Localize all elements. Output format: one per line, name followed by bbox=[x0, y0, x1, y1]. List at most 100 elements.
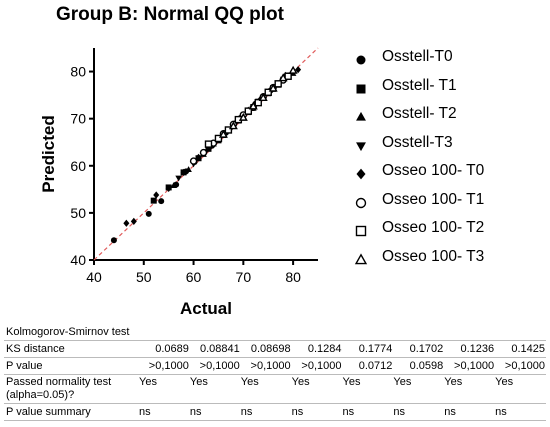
x-tick-label: 60 bbox=[186, 269, 202, 285]
ks-cell: ns bbox=[189, 406, 202, 418]
ks-cell: 0.1774 bbox=[358, 343, 393, 355]
y-axis-label: Predicted bbox=[39, 115, 58, 192]
data-point bbox=[199, 148, 208, 157]
ks-cell: 0.1702 bbox=[409, 343, 444, 355]
ks-cell: ns bbox=[342, 406, 355, 418]
data-point bbox=[110, 237, 117, 244]
ks-cell: >0,1000 bbox=[250, 360, 291, 372]
ks-cell: 0.08698 bbox=[250, 343, 291, 355]
data-point bbox=[205, 145, 212, 152]
legend-label: Osseo 100- T3 bbox=[382, 247, 485, 265]
y-tick-label: 80 bbox=[70, 64, 86, 80]
legend-label: Osseo 100- T2 bbox=[382, 219, 485, 236]
data-point bbox=[264, 88, 272, 96]
data-point bbox=[274, 80, 282, 88]
legend-label: Osseo 100- T0 bbox=[382, 162, 485, 179]
y-tick-label: 50 bbox=[70, 205, 86, 221]
x-tick-label: 40 bbox=[86, 269, 102, 285]
legend-marker bbox=[356, 168, 366, 180]
ks-row: Passed normality test (alpha=0.05)? Yes Ye… bbox=[4, 375, 546, 404]
ks-cell: ns bbox=[240, 406, 253, 418]
ks-cell: 0.0712 bbox=[358, 360, 393, 372]
legend-marker bbox=[356, 84, 366, 93]
legend-item: Osstell- T1 bbox=[352, 77, 542, 101]
ks-cell: >0,1000 bbox=[504, 360, 545, 372]
legend-item: Osstell-T0 bbox=[352, 48, 542, 72]
data-point bbox=[228, 121, 238, 130]
data-point bbox=[268, 83, 278, 92]
legend-label: Osstell-T0 bbox=[382, 48, 453, 65]
y-tick-label: 70 bbox=[70, 111, 86, 127]
ks-cell: Yes bbox=[139, 376, 157, 388]
x-tick-label: 70 bbox=[236, 269, 252, 285]
data-point bbox=[288, 65, 298, 74]
ks-cell: 0.0598 bbox=[409, 360, 444, 372]
legend-item: Osseo 100- T3 bbox=[352, 248, 542, 272]
ks-test-table: Kolmogorov-Smirnov test KS distance 0.068… bbox=[4, 324, 546, 421]
legend-item: Osstell- T2 bbox=[352, 105, 542, 129]
ks-cell: 0.1425 bbox=[511, 343, 545, 355]
x-axis-label: Actual bbox=[180, 299, 232, 318]
legend-marker-shape bbox=[356, 55, 366, 65]
y-tick-label: 60 bbox=[70, 158, 86, 174]
ks-row-label: P value summary bbox=[6, 406, 91, 418]
ks-cell: Yes bbox=[240, 376, 259, 388]
data-point bbox=[189, 157, 198, 165]
data-point bbox=[224, 126, 233, 134]
legend-marker-shape bbox=[355, 225, 367, 237]
legend-marker bbox=[355, 197, 367, 208]
ks-cell: >0,1000 bbox=[301, 360, 342, 372]
data-point bbox=[248, 101, 258, 110]
x-tick-label: 80 bbox=[285, 269, 301, 285]
legend-marker-shape bbox=[354, 252, 368, 264]
data-point bbox=[244, 107, 253, 115]
data-point bbox=[254, 98, 262, 107]
data-point bbox=[278, 73, 288, 82]
ks-cell: ns bbox=[139, 406, 151, 418]
legend-marker bbox=[356, 141, 366, 151]
legend-marker-shape bbox=[356, 111, 366, 121]
ks-row: P value summary ns ns ns ns ns ns ns ns bbox=[4, 404, 546, 421]
data-point bbox=[130, 217, 137, 225]
legend-label: Osseo 100- T1 bbox=[382, 190, 485, 208]
legend-marker bbox=[354, 252, 368, 264]
legend-label: Osstell-T3 bbox=[382, 133, 453, 151]
ks-row-label: Passed normality test (alpha=0.05)? bbox=[6, 376, 112, 401]
data-point bbox=[258, 93, 268, 102]
data-point bbox=[158, 198, 165, 205]
data-point bbox=[150, 197, 157, 204]
ks-row-label: KS distance bbox=[6, 343, 65, 355]
ks-test-title: Kolmogorov-Smirnov test bbox=[4, 324, 546, 341]
data-point bbox=[123, 219, 130, 227]
series-7 bbox=[218, 65, 298, 138]
data-point bbox=[238, 112, 248, 121]
data-point bbox=[195, 153, 202, 161]
legend-marker-shape bbox=[356, 168, 366, 180]
data-point bbox=[165, 184, 172, 192]
legend-item: Osstell-T3 bbox=[352, 134, 542, 158]
data-point bbox=[145, 210, 152, 217]
data-point bbox=[218, 129, 228, 138]
data-point bbox=[170, 182, 177, 188]
data-point bbox=[284, 72, 292, 80]
data-point bbox=[204, 140, 213, 148]
ks-cell: 0.0689 bbox=[155, 343, 189, 355]
ks-cell: >0,1000 bbox=[148, 360, 189, 372]
legend-marker-shape bbox=[356, 84, 366, 93]
data-point bbox=[295, 66, 302, 74]
ks-cell: 0.1284 bbox=[307, 343, 342, 355]
ks-cell: 0.08841 bbox=[199, 343, 240, 355]
legend-marker bbox=[356, 55, 366, 65]
legend-label: Osstell- T2 bbox=[382, 105, 457, 122]
y-tick-label: 40 bbox=[70, 252, 86, 268]
ks-cell: ns bbox=[393, 406, 405, 418]
data-point bbox=[180, 168, 187, 176]
ks-cell: ns bbox=[291, 406, 304, 418]
data-point bbox=[175, 175, 182, 182]
legend-marker-shape bbox=[356, 141, 366, 151]
legend-item: Osseo 100- T2 bbox=[352, 219, 542, 243]
legend-item: Osseo 100- T0 bbox=[352, 162, 542, 186]
legend-marker bbox=[356, 111, 366, 121]
legend-item: Osseo 100- T1 bbox=[352, 191, 542, 215]
data-point bbox=[214, 134, 223, 143]
